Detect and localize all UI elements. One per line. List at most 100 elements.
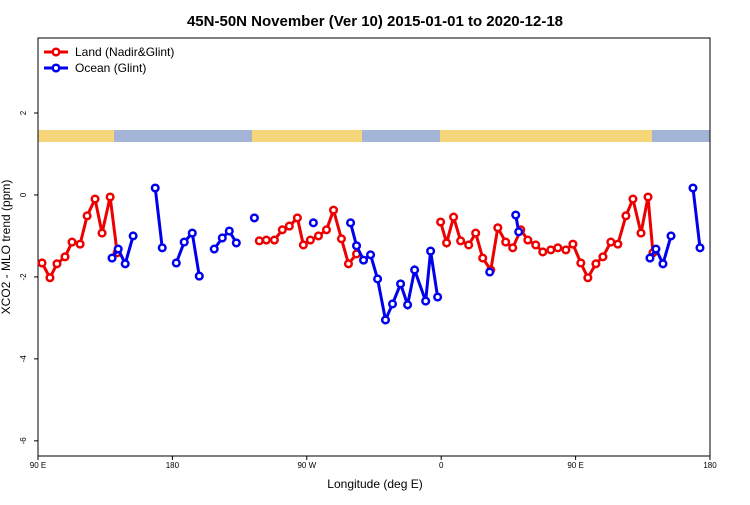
data-point — [410, 265, 420, 275]
data-point — [298, 240, 308, 250]
data-point — [568, 239, 578, 249]
data-point — [209, 244, 219, 254]
y-tick-label: -4 — [19, 355, 28, 363]
data-point — [508, 243, 518, 253]
data-point — [75, 239, 85, 249]
data-point — [464, 240, 474, 250]
data-point — [553, 243, 563, 253]
data-point — [538, 247, 548, 257]
data-point — [493, 223, 503, 233]
y-tick-label: 2 — [19, 110, 28, 115]
y-axis-label: XCO2 - MLO trend (ppm) — [0, 180, 13, 315]
data-point — [150, 183, 160, 193]
data-point — [105, 192, 115, 202]
data-point — [269, 235, 279, 245]
data-point — [217, 233, 227, 243]
data-point — [261, 235, 271, 245]
data-point — [514, 227, 524, 237]
data-point — [523, 235, 533, 245]
data-point — [645, 253, 655, 263]
data-point — [249, 213, 259, 223]
data-point — [511, 210, 521, 220]
data-point — [613, 239, 623, 249]
data-point — [688, 183, 698, 193]
data-point — [97, 228, 107, 238]
data-point — [442, 238, 452, 248]
data-point — [485, 267, 495, 277]
y-tick-label: 0 — [19, 192, 28, 197]
x-tick-label: 0 — [439, 461, 444, 470]
data-point — [621, 211, 631, 221]
data-point — [82, 211, 92, 221]
data-point — [636, 228, 646, 238]
data-point — [426, 246, 436, 256]
data-point — [67, 237, 77, 247]
data-point — [224, 226, 234, 236]
legend-marker — [51, 63, 61, 73]
data-point — [254, 236, 264, 246]
data-point — [328, 205, 339, 215]
data-point — [436, 217, 446, 227]
map-strip — [38, 130, 710, 142]
data-point — [60, 252, 70, 262]
y-tick-label: -2 — [19, 273, 28, 281]
data-point — [336, 234, 346, 244]
y-tick-label: -6 — [19, 437, 28, 445]
data-point — [313, 231, 323, 241]
legend-marker — [51, 47, 61, 57]
data-point — [128, 231, 138, 241]
chart-title: 45N-50N November (Ver 10) 2015-01-01 to … — [187, 13, 563, 30]
x-tick-label: 90 E — [567, 461, 583, 470]
x-tick-label: 90 E — [30, 461, 46, 470]
data-point — [666, 231, 676, 241]
data-point — [120, 259, 130, 269]
data-point — [403, 300, 413, 310]
x-tick-label: 180 — [703, 461, 717, 470]
x-tick-label: 90 W — [297, 461, 316, 470]
data-point — [37, 258, 47, 268]
data-point — [396, 279, 406, 289]
data-point — [643, 192, 653, 202]
x-axis-label: Longitude (deg E) — [327, 477, 422, 491]
data-point — [351, 241, 362, 251]
data-point — [346, 218, 356, 228]
data-point — [90, 194, 100, 204]
data-point — [171, 258, 181, 268]
data-point — [373, 274, 383, 284]
data-point — [157, 243, 167, 253]
legend-label: Land (Nadir&Glint) — [75, 45, 174, 59]
data-point — [292, 213, 302, 223]
data-point — [421, 296, 431, 306]
data-point — [387, 299, 398, 309]
data-point — [531, 240, 541, 250]
data-point — [231, 238, 241, 248]
data-point — [433, 292, 443, 302]
data-point — [561, 245, 571, 255]
data-point — [277, 225, 287, 235]
data-point — [179, 237, 189, 247]
data-point — [478, 253, 488, 263]
data-point — [546, 245, 556, 255]
data-point — [651, 244, 661, 254]
series-line — [110, 187, 702, 325]
data-point — [52, 259, 62, 269]
data-point — [695, 243, 705, 253]
data-point — [366, 250, 376, 260]
data-point — [583, 273, 593, 283]
data-point — [284, 221, 294, 231]
data-point — [576, 258, 586, 268]
data-point — [194, 271, 204, 281]
data-point — [628, 194, 638, 204]
data-point — [471, 228, 481, 238]
data-point — [107, 253, 117, 263]
plot-frame — [37, 37, 711, 457]
data-point — [113, 244, 123, 254]
x-tick-label: 180 — [166, 461, 180, 470]
data-point — [449, 212, 459, 222]
data-point — [45, 273, 55, 283]
data-point — [380, 315, 391, 325]
data-point — [321, 225, 332, 235]
data-point — [501, 237, 511, 247]
data-point — [598, 252, 608, 262]
